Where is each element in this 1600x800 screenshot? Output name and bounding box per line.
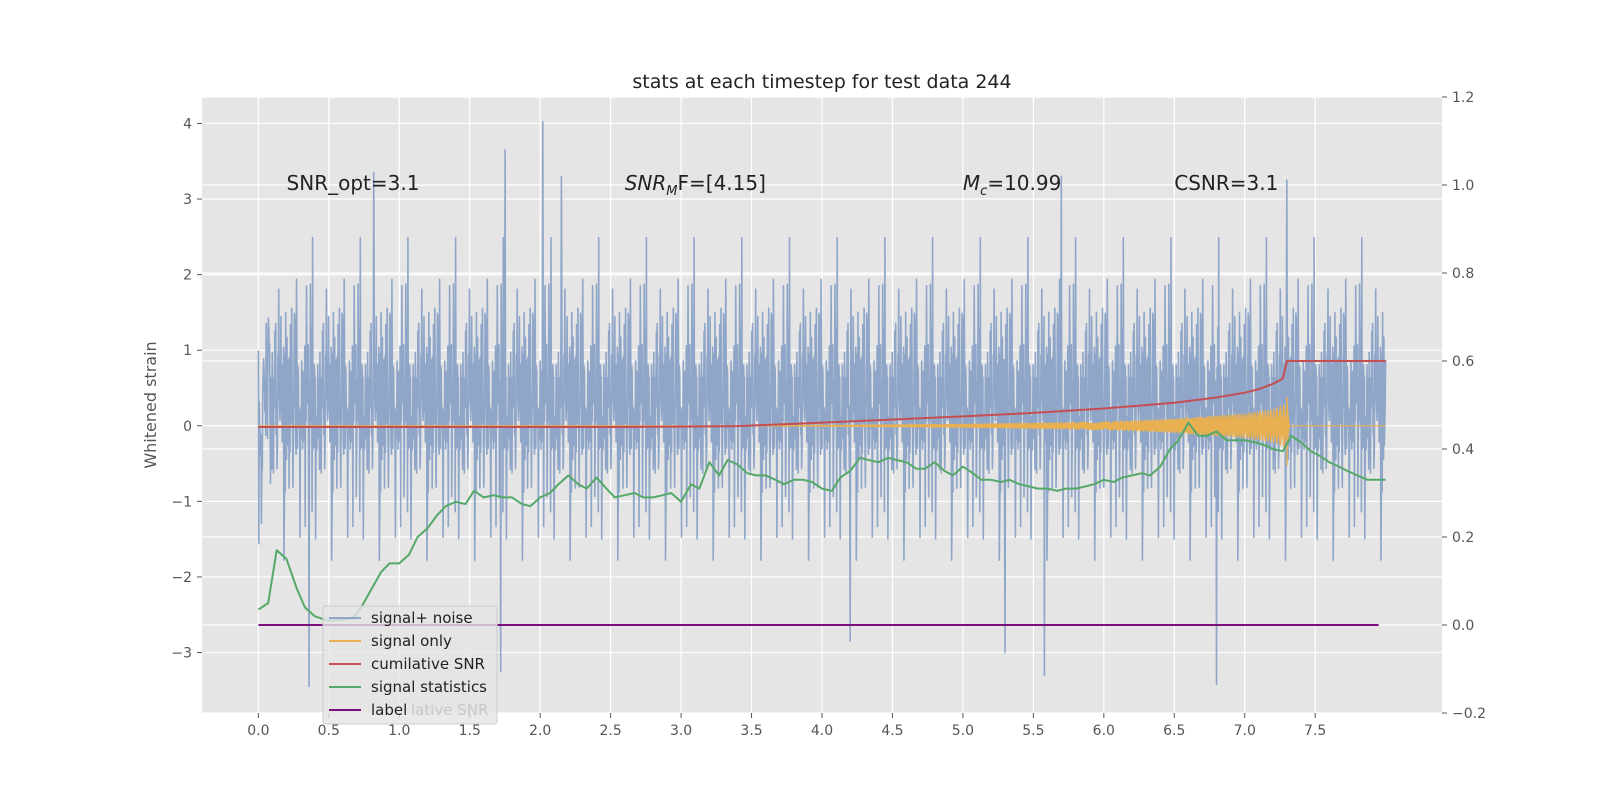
- x-tick-label: 7.0: [1234, 723, 1256, 739]
- x-tick-label: 1.5: [459, 723, 481, 739]
- legend-label: label: [371, 701, 407, 719]
- x-tick-label: 5.0: [952, 723, 974, 739]
- y2-tick-label: 0.2: [1452, 530, 1474, 546]
- x-tick-label: 4.0: [811, 723, 833, 739]
- series-cumilative-snr-line: [258, 360, 1386, 428]
- annotation-main: SNR: [625, 171, 667, 195]
- series-signal-noise-line: [257, 121, 1387, 688]
- y2-tick-label: 0.4: [1452, 442, 1474, 458]
- chart-title: stats at each timestep for test data 244: [632, 71, 1011, 93]
- x-tick-label: 3.5: [740, 723, 762, 739]
- annotation-2: Mc=10.99: [963, 171, 1061, 199]
- x-tick-label: 4.5: [881, 723, 903, 739]
- y2-tick-label: 0.6: [1452, 354, 1474, 370]
- legend-overlap-text: lative SNR: [411, 701, 488, 719]
- x-tick-label: 6.0: [1093, 723, 1115, 739]
- y-tick-label: −2: [171, 570, 192, 586]
- legend-label: signal statistics: [371, 678, 487, 696]
- legend-box: [322, 605, 498, 725]
- annotation-main: M: [963, 171, 980, 195]
- annotation-0: SNR_opt=3.1: [287, 171, 420, 195]
- y-tick-label: 2: [183, 268, 192, 284]
- annotation-3: CSNR=3.1: [1174, 171, 1278, 195]
- annotation-subscript: c: [980, 184, 987, 199]
- y-tick-label: 4: [183, 116, 192, 132]
- y-tick-label: −3: [171, 646, 192, 662]
- x-tick-label: 5.5: [1022, 723, 1044, 739]
- annotation-rest: F=[4.15]: [678, 171, 766, 195]
- annotation-1: SNRMF=[4.15]: [625, 171, 766, 199]
- right-axis-ticks: −0.2 0.0 0.2 0.4 0.6 0.8 1.0 1.2: [1442, 90, 1486, 722]
- legend: signal+ noise signal only cumilative SNR si…: [322, 605, 498, 725]
- series-signal-statistics-line: [257, 421, 1386, 622]
- y2-tick-label: 0.0: [1452, 618, 1474, 634]
- x-tick-label: 3.0: [670, 723, 692, 739]
- legend-label: cumilative SNR: [371, 655, 485, 673]
- y2-tick-label: 1.0: [1452, 178, 1474, 194]
- x-tick-label: 2.0: [529, 723, 551, 739]
- y-axis-label: Whitened strain: [141, 341, 160, 468]
- x-tick-label: 2.5: [600, 723, 622, 739]
- x-tick-label: 1.0: [388, 723, 410, 739]
- annotations: SNR_opt=3.1 SNRMF=[4.15] Mc=10.99 CSNR=3.1: [287, 171, 1279, 199]
- x-tick-label: 7.5: [1304, 723, 1326, 739]
- legend-label: signal only: [371, 632, 452, 650]
- left-axis-ticks: −3 −2 −1 0 1 2 3 4: [171, 116, 202, 662]
- y-tick-label: −1: [171, 494, 192, 510]
- series-signal-only-line: [258, 404, 1387, 448]
- y-tick-label: 1: [183, 343, 192, 359]
- annotation-rest: =10.99: [987, 171, 1061, 195]
- x-tick-label: 6.5: [1163, 723, 1185, 739]
- x-tick-label: 0.0: [247, 723, 269, 739]
- y2-tick-label: 0.8: [1452, 266, 1474, 282]
- y-tick-label: 3: [183, 192, 192, 208]
- y2-tick-label: −0.2: [1452, 706, 1486, 722]
- annotation-subscript: M: [666, 184, 677, 199]
- legend-label: signal+ noise: [371, 609, 473, 627]
- x-axis-ticks: 0.0 0.5 1.0 1.5 2.0 2.5 3.0 3.5 4.0 4.5 5.0 5.5 6.0 6…: [247, 713, 1326, 739]
- y-tick-label: 0: [183, 419, 192, 435]
- y2-tick-label: 1.2: [1452, 90, 1474, 106]
- x-tick-label: 0.5: [318, 723, 340, 739]
